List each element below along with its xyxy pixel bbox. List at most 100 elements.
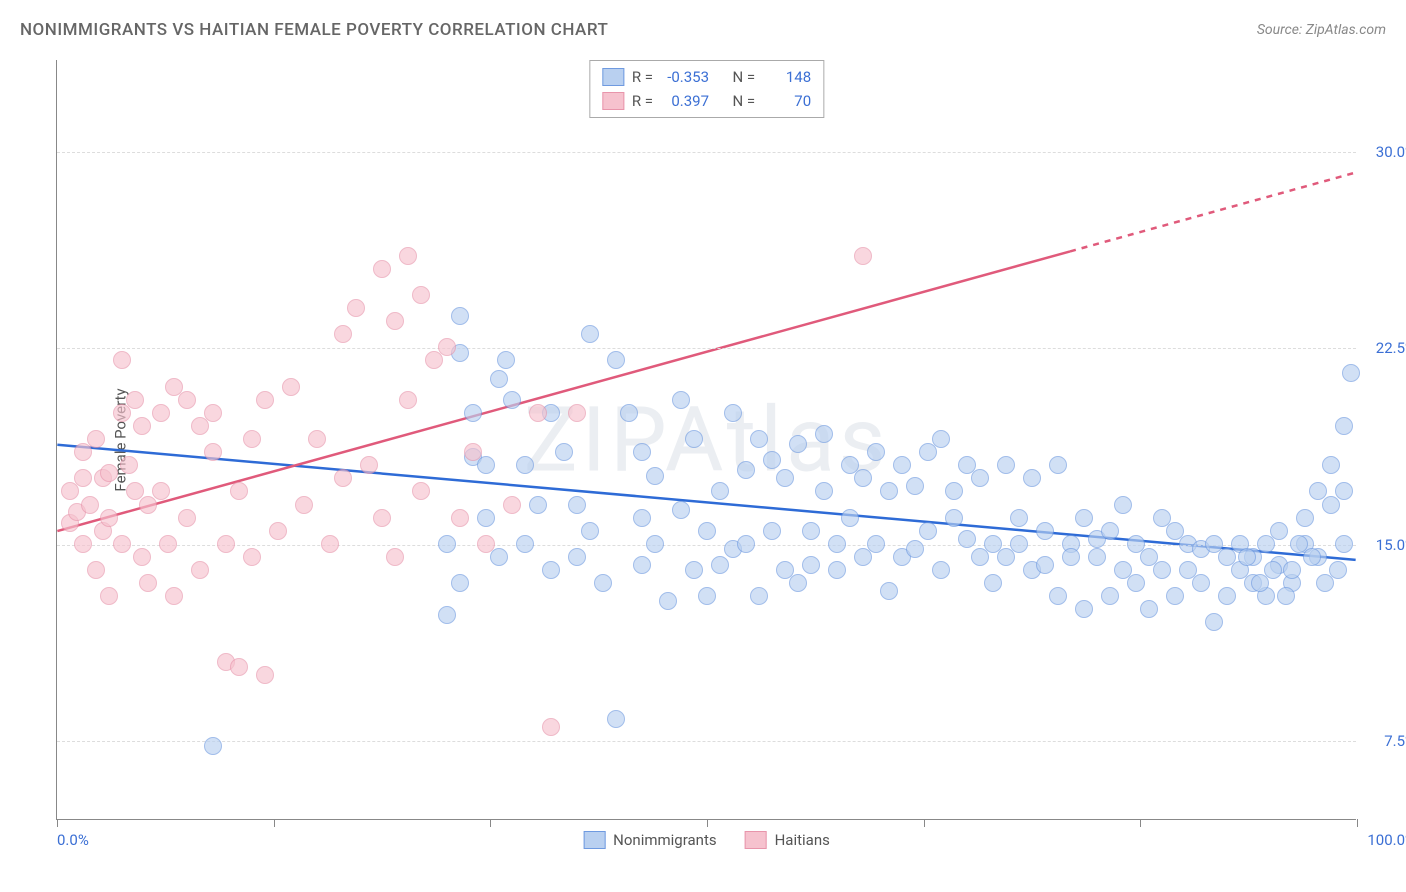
scatter-point: [568, 496, 586, 514]
scatter-point: [542, 561, 560, 579]
scatter-point: [906, 477, 924, 495]
scatter-point: [620, 404, 638, 422]
scatter-point: [607, 710, 625, 728]
scatter-point: [1251, 574, 1269, 592]
scatter-point: [477, 535, 495, 553]
legend-item: Haitians: [745, 831, 830, 849]
scatter-point: [1010, 535, 1028, 553]
scatter-point: [1075, 509, 1093, 527]
scatter-point: [698, 587, 716, 605]
chart-header: NONIMMIGRANTS VS HAITIAN FEMALE POVERTY …: [20, 20, 1386, 40]
legend-swatch: [602, 68, 624, 86]
x-tick: [1140, 819, 1141, 827]
gridline-h: [57, 152, 1356, 153]
scatter-point: [256, 391, 274, 409]
legend-label: Haitians: [775, 831, 830, 849]
scatter-point: [529, 404, 547, 422]
scatter-point: [867, 535, 885, 553]
gridline-h: [57, 348, 1356, 349]
bottom-legend: NonimmigrantsHaitians: [583, 831, 830, 849]
scatter-point: [659, 592, 677, 610]
scatter-point: [230, 482, 248, 500]
scatter-point: [399, 247, 417, 265]
stat-n-label: N =: [733, 65, 756, 89]
scatter-point: [932, 430, 950, 448]
gridline-h: [57, 545, 1356, 546]
scatter-point: [633, 443, 651, 461]
scatter-point: [503, 391, 521, 409]
scatter-point: [74, 469, 92, 487]
scatter-point: [1303, 548, 1321, 566]
scatter-point: [750, 430, 768, 448]
scatter-point: [1335, 535, 1353, 553]
scatter-point: [1101, 522, 1119, 540]
scatter-point: [672, 391, 690, 409]
scatter-point: [87, 430, 105, 448]
y-tick-label: 30.0%: [1376, 143, 1406, 161]
scatter-point: [1290, 535, 1308, 553]
scatter-point: [1049, 587, 1067, 605]
scatter-point: [1127, 574, 1145, 592]
scatter-point: [1316, 574, 1334, 592]
scatter-point: [854, 247, 872, 265]
scatter-point: [516, 535, 534, 553]
gridline-h: [57, 741, 1356, 742]
scatter-point: [1088, 548, 1106, 566]
scatter-point: [945, 482, 963, 500]
scatter-point: [503, 496, 521, 514]
scatter-point: [334, 469, 352, 487]
y-tick-label: 22.5%: [1376, 339, 1406, 357]
scatter-point: [308, 430, 326, 448]
scatter-point: [685, 561, 703, 579]
scatter-point: [1166, 587, 1184, 605]
scatter-point: [1036, 522, 1054, 540]
scatter-point: [256, 666, 274, 684]
scatter-point: [984, 574, 1002, 592]
scatter-point: [815, 425, 833, 443]
scatter-point: [1023, 469, 1041, 487]
scatter-point: [1335, 417, 1353, 435]
scatter-point: [100, 587, 118, 605]
scatter-point: [412, 286, 430, 304]
x-tick: [490, 819, 491, 827]
scatter-point: [490, 548, 508, 566]
scatter-point: [451, 574, 469, 592]
scatter-point: [373, 509, 391, 527]
scatter-point: [763, 522, 781, 540]
stat-r-value: -0.353: [661, 65, 709, 89]
scatter-point: [165, 587, 183, 605]
scatter-point: [1192, 574, 1210, 592]
x-tick: [1357, 819, 1358, 827]
scatter-point: [1140, 600, 1158, 618]
scatter-point: [919, 522, 937, 540]
scatter-point: [451, 307, 469, 325]
scatter-point: [1205, 613, 1223, 631]
stat-n-value: 70: [763, 89, 811, 113]
correlation-stats-box: R =-0.353 N =148R =0.397 N =70: [589, 60, 824, 118]
scatter-point: [334, 325, 352, 343]
scatter-point: [607, 351, 625, 369]
scatter-point: [451, 509, 469, 527]
stat-r-label: R =: [632, 89, 653, 113]
stat-n-label: N =: [733, 89, 756, 113]
scatter-point: [958, 530, 976, 548]
x-tick: [274, 819, 275, 827]
scatter-point: [789, 574, 807, 592]
scatter-point: [438, 606, 456, 624]
stats-row: R =-0.353 N =148: [602, 65, 811, 89]
scatter-point: [1296, 509, 1314, 527]
scatter-point: [802, 522, 820, 540]
legend-swatch: [583, 831, 605, 849]
scatter-point: [386, 312, 404, 330]
scatter-point: [386, 548, 404, 566]
scatter-point: [464, 443, 482, 461]
scatter-point: [737, 535, 755, 553]
scatter-point: [880, 482, 898, 500]
scatter-point: [841, 509, 859, 527]
scatter-point: [828, 561, 846, 579]
scatter-point: [282, 378, 300, 396]
scatter-point: [243, 430, 261, 448]
scatter-point: [945, 509, 963, 527]
scatter-point: [412, 482, 430, 500]
scatter-point: [133, 417, 151, 435]
